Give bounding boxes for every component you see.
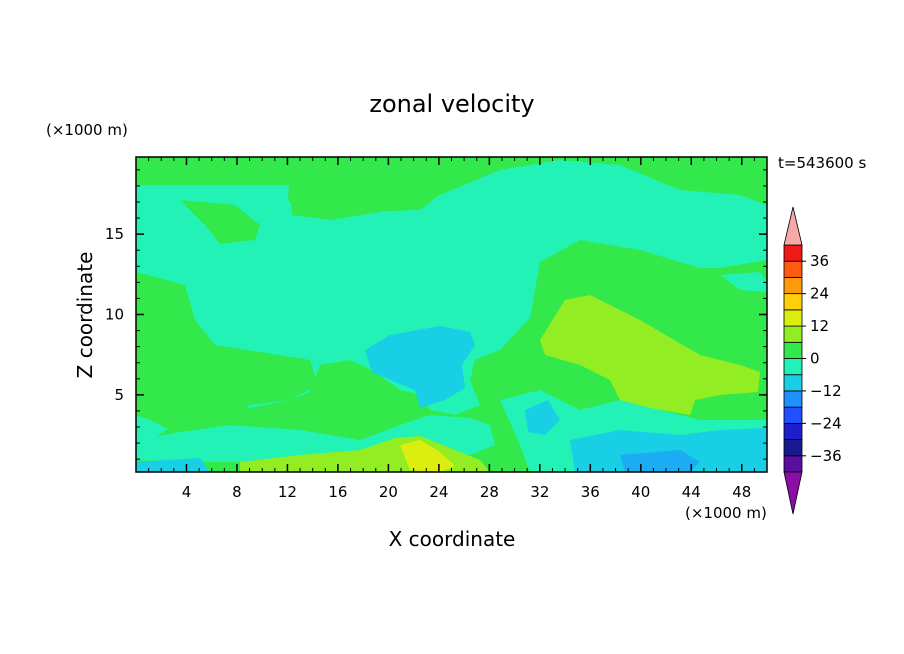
- time-label: t=543600 s: [778, 154, 866, 172]
- colorbar-over-arrow: [783, 206, 803, 246]
- region-positive-mid-left: [136, 272, 318, 430]
- colorbar-label: −12: [810, 382, 842, 400]
- y-tick-label: 10: [105, 306, 124, 324]
- colorbar-segment: [783, 293, 803, 311]
- x-tick-label: 48: [732, 483, 751, 501]
- colorbar-segment: [783, 439, 803, 457]
- x-tick-label: 32: [530, 483, 549, 501]
- x-tick-label: 20: [379, 483, 398, 501]
- contour-field: [136, 157, 767, 472]
- colorbar-segment: [783, 406, 803, 424]
- colorbar-label: 12: [810, 317, 829, 335]
- colorbar-segment: [783, 422, 803, 440]
- colorbar-segment: [783, 341, 803, 359]
- region-negative-bottom-left: [136, 458, 210, 472]
- x-tick-label: 40: [631, 483, 650, 501]
- colorbar-label: 36: [810, 252, 829, 270]
- colorbar-label: −24: [810, 414, 842, 432]
- x-tick-label: 28: [480, 483, 499, 501]
- region-negative-center: [365, 326, 475, 408]
- x-tick-label: 4: [182, 483, 192, 501]
- x-tick-label: 12: [278, 483, 297, 501]
- colorbar-segment: [783, 358, 803, 376]
- x-tick-label: 36: [581, 483, 600, 501]
- colorbar-segment: [783, 244, 803, 262]
- colorbar-segment: [783, 309, 803, 327]
- colorbar-label: 24: [810, 285, 829, 303]
- y-tick-label: 5: [114, 386, 124, 404]
- colorbar-segment: [783, 325, 803, 343]
- chart-title: zonal velocity: [369, 90, 534, 118]
- colorbar-segment: [783, 455, 803, 473]
- y-tick-label: 15: [105, 225, 124, 243]
- x-unit-label: (×1000 m): [685, 504, 767, 522]
- colorbar: −36 −24 −12 0 12 24 36: [783, 206, 842, 515]
- region-negative-spot: [525, 400, 560, 435]
- y-axis-ticks: 5 10 15: [105, 169, 767, 460]
- region-positive-core: [540, 295, 760, 415]
- region-positive-top: [288, 160, 445, 215]
- colorbar-segment: [783, 374, 803, 392]
- colorbar-label: −36: [810, 447, 842, 465]
- region-negative-strong: [620, 450, 700, 472]
- x-tick-label: 8: [232, 483, 242, 501]
- y-unit-label: (×1000 m): [46, 121, 128, 139]
- region-near-zero-edge: [720, 272, 767, 292]
- colorbar-segment: [783, 277, 803, 295]
- colorbar-under-arrow: [783, 471, 803, 515]
- region-positive-left: [180, 200, 260, 244]
- colorbar-segment: [783, 390, 803, 408]
- x-tick-label: 44: [682, 483, 701, 501]
- colorbar-segment: [783, 260, 803, 278]
- x-axis-title: X coordinate: [389, 527, 516, 551]
- region-surface-peak: [400, 440, 455, 472]
- colorbar-label: 0: [810, 350, 820, 368]
- x-axis-ticks: 4 8 12 16 20 24 28 32 36 40 44 48: [148, 157, 755, 501]
- region-negative-bottom-right: [570, 428, 767, 472]
- x-tick-label: 16: [328, 483, 347, 501]
- x-tick-label: 24: [429, 483, 448, 501]
- y-axis-title: Z coordinate: [73, 252, 97, 379]
